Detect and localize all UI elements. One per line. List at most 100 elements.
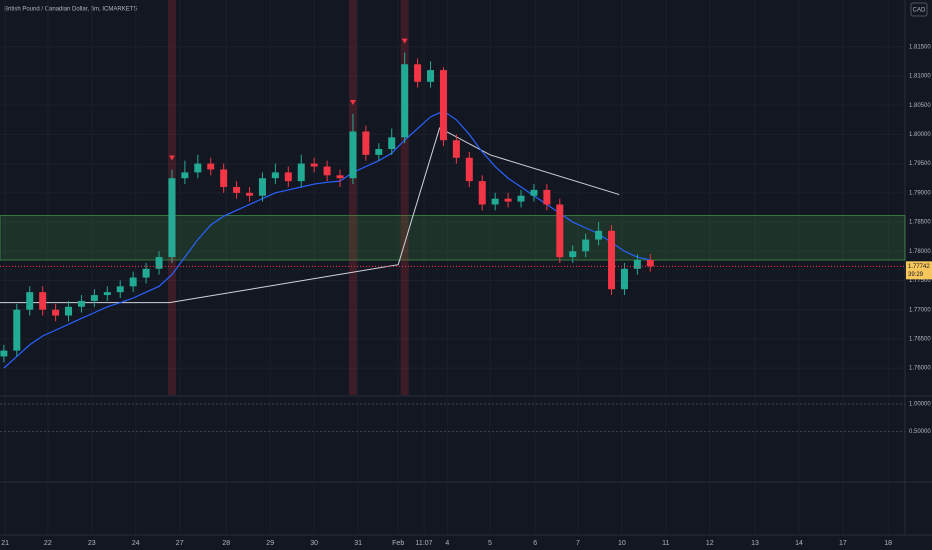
moving-average	[3, 110, 651, 369]
x-tick-label: 28	[222, 540, 230, 547]
candle-body	[336, 175, 344, 179]
currency-box[interactable]	[910, 2, 928, 17]
x-tick-label: 29	[266, 540, 274, 547]
x-tick-label: 4	[445, 540, 449, 547]
candle-body	[129, 277, 137, 287]
x-tick-label: 30	[310, 540, 318, 547]
candle-body	[220, 169, 228, 187]
last-price-label: 1.77742	[908, 264, 930, 270]
currency[interactable]: CAD	[913, 8, 926, 14]
candle-body	[0, 350, 8, 357]
candle-body	[530, 189, 538, 196]
candle-body	[478, 181, 486, 205]
signal-band	[348, 0, 357, 395]
candle-body	[427, 70, 435, 82]
candle-body	[608, 230, 616, 290]
x-tick-label: 14	[795, 540, 803, 547]
signal-band	[400, 0, 409, 395]
candle-body	[323, 166, 331, 176]
candle-body	[39, 292, 47, 310]
y-tick-label: 1.81000	[909, 74, 931, 80]
x-tick-label: 23	[88, 540, 96, 547]
candle-body	[569, 251, 577, 258]
candle-body	[90, 295, 98, 301]
candle-body	[284, 172, 292, 182]
candle-body	[620, 268, 628, 290]
candle-body	[246, 192, 254, 196]
candle-body	[233, 186, 241, 193]
osc-tick-label: 0.50000	[909, 429, 931, 435]
candle-body	[271, 172, 279, 179]
y-tick-label: 1.76500	[909, 336, 931, 342]
candle-body	[414, 64, 422, 82]
candle-body	[452, 140, 460, 158]
y-tick-label: 1.78500	[909, 220, 931, 226]
candle-body	[142, 268, 150, 278]
candle-body	[375, 149, 383, 155]
x-tick-label: 31	[354, 540, 362, 547]
x-tick-label: 17	[839, 540, 847, 547]
candle-body	[556, 204, 564, 258]
y-tick-label: 1.80500	[909, 103, 931, 109]
chart-title: British Pound / Canadian Dollar, 5m, ICM…	[4, 7, 137, 13]
y-tick-label: 1.76000	[909, 366, 931, 372]
candle-body	[646, 260, 654, 267]
y-tick-label: 1.79500	[909, 161, 931, 167]
x-tick-label: 10	[618, 540, 626, 547]
x-tick-label: 22	[44, 540, 52, 547]
x-tick-label: 24	[132, 540, 140, 547]
plot	[0, 0, 906, 433]
candle-body	[258, 178, 266, 196]
countdown: 39:29	[908, 272, 924, 278]
x-tick-label: 13	[751, 540, 759, 547]
y-tick-label: 1.81500	[909, 44, 931, 50]
x-tick-label: Feb	[392, 540, 404, 547]
candle-body	[388, 137, 396, 150]
candle-body	[401, 64, 409, 138]
candle-body	[633, 260, 641, 269]
candle-body	[52, 309, 60, 316]
candle-body	[181, 172, 189, 179]
x-tick-label: 21	[1, 540, 9, 547]
candle-body	[168, 178, 176, 258]
candle-body	[310, 163, 318, 167]
signal-arrow	[168, 155, 175, 161]
x-tick-label: 12	[706, 540, 714, 547]
candle-body	[194, 163, 202, 173]
candle-body	[582, 239, 590, 252]
candle-body	[465, 157, 473, 182]
candle-body	[543, 189, 551, 205]
candle-body	[595, 230, 603, 240]
candle-body	[504, 198, 512, 202]
y-tick-label: 1.79000	[909, 190, 931, 196]
x-tick-label: 7	[576, 540, 580, 547]
candle-body	[517, 195, 525, 202]
y-tick-label: 1.77500	[909, 278, 931, 284]
candle-body	[13, 309, 21, 351]
candle-body	[77, 300, 85, 307]
candle-body	[65, 306, 73, 316]
zone	[0, 215, 906, 261]
x-tick-label: 11:07	[416, 540, 433, 547]
x-tick-label: 27	[176, 540, 184, 547]
signal-arrow	[401, 38, 408, 44]
x-tick-label: 11	[662, 540, 669, 547]
last-price-box	[906, 261, 932, 280]
y-tick-label: 1.80000	[909, 132, 931, 138]
candle-body	[297, 163, 305, 182]
candle-body	[439, 70, 447, 141]
x-tick-label: 18	[884, 540, 892, 547]
x-tick-label: 5	[488, 540, 492, 547]
osc-tick-label: 1.00000	[909, 402, 931, 408]
candle-body	[491, 198, 499, 205]
candle-body	[362, 131, 370, 155]
x-tick-label: 6	[533, 540, 537, 547]
candle-body	[26, 292, 34, 310]
candle-body	[155, 257, 163, 269]
candle-body	[116, 286, 124, 293]
signal-arrow	[349, 99, 356, 105]
pivot-line	[0, 127, 620, 304]
candle-body	[207, 163, 215, 170]
